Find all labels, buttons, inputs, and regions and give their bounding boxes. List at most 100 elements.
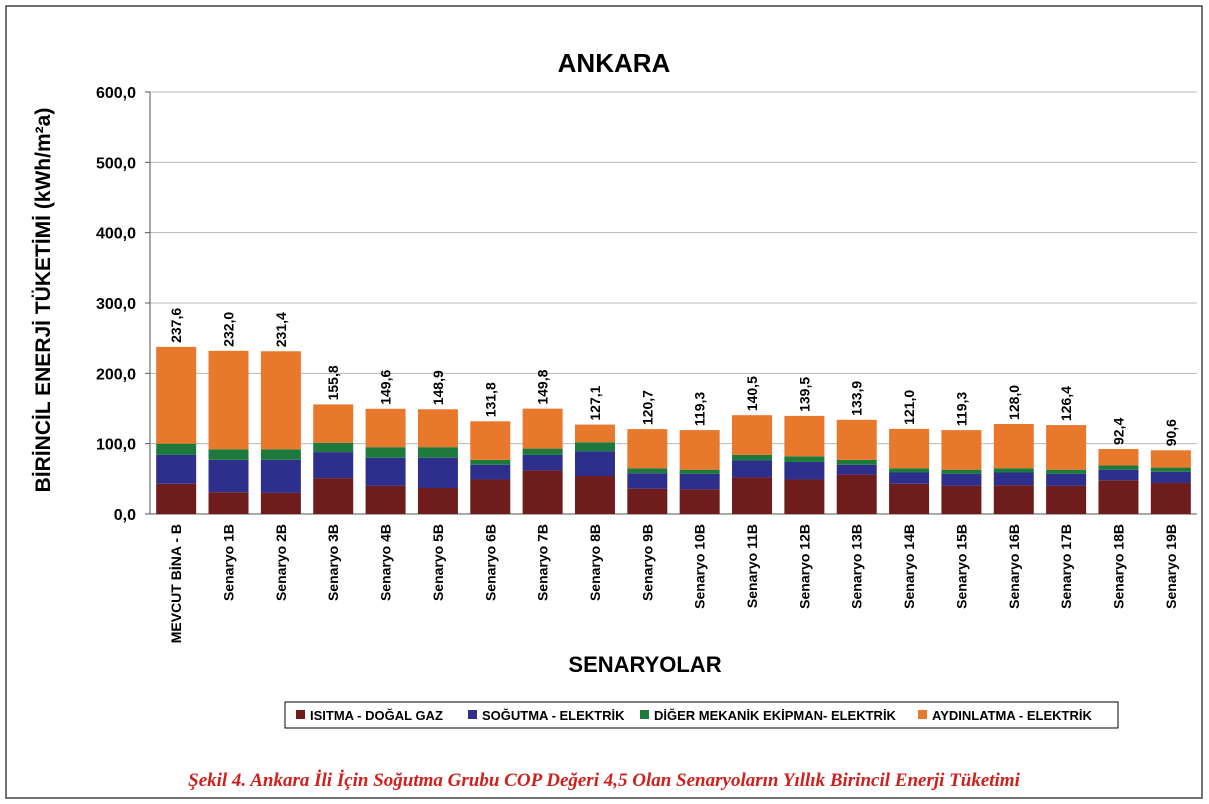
total-label: 90,6 <box>1163 419 1179 446</box>
bar-segment <box>156 346 197 444</box>
bar-segment <box>470 464 511 480</box>
x-tick-label: Senaryo 5B <box>430 524 446 601</box>
bar-segment <box>732 415 773 455</box>
y-tick-label: 600,0 <box>96 85 136 102</box>
x-tick-label: Senaryo 4B <box>378 524 394 601</box>
bar-segment <box>470 459 511 465</box>
bar-segment <box>993 468 1034 473</box>
total-label: 232,0 <box>221 312 237 347</box>
bar-segment <box>260 351 301 450</box>
bar-segment <box>784 461 825 480</box>
bar-segment <box>889 468 930 473</box>
total-label: 128,0 <box>1006 385 1022 420</box>
total-label: 140,5 <box>744 376 760 411</box>
bar-segment <box>470 421 511 460</box>
total-label: 119,3 <box>953 392 969 426</box>
bar-segment <box>1046 473 1087 486</box>
total-label: 149,6 <box>378 370 394 405</box>
y-tick-label: 100,0 <box>96 437 136 454</box>
bar-segment <box>1150 450 1191 468</box>
x-tick-label: Senaryo 11B <box>744 524 760 608</box>
bar-segment <box>208 350 249 450</box>
bar-segment <box>522 448 563 455</box>
bar-segment <box>156 443 197 455</box>
x-tick-label: Senaryo 6B <box>482 524 498 601</box>
bar-segment <box>732 454 773 461</box>
bar-segment <box>732 460 773 478</box>
total-label: 237,6 <box>168 308 184 343</box>
bar-segment <box>941 485 982 514</box>
bar-segment <box>836 419 877 460</box>
bar-segment <box>836 464 877 475</box>
bar-segment <box>417 447 458 458</box>
y-tick-label: 300,0 <box>96 296 136 313</box>
bar-segment <box>627 468 668 474</box>
x-tick-label: Senaryo 13B <box>849 524 865 609</box>
total-label: 139,5 <box>796 377 812 412</box>
x-tick-label: MEVCUT BİNA - B <box>168 524 184 643</box>
x-tick-label: Senaryo 1B <box>221 524 237 601</box>
bar-segment <box>574 451 615 477</box>
bar-segment <box>941 469 982 474</box>
total-label: 148,9 <box>430 370 446 405</box>
bar-segment <box>574 424 615 443</box>
bar-segment <box>1150 467 1191 472</box>
bar-segment <box>1098 480 1139 514</box>
caption: Şekil 4. Ankara İli İçin Soğutma Grubu C… <box>188 769 1020 791</box>
bar-segment <box>260 492 301 514</box>
chart-title: ANKARA <box>558 48 671 78</box>
bar-segment <box>574 476 615 514</box>
total-label: 127,1 <box>587 385 603 420</box>
bar-segment <box>313 478 354 514</box>
x-tick-label: Senaryo 7B <box>535 524 551 601</box>
bar-segment <box>417 409 458 448</box>
bar-segment <box>365 408 406 448</box>
bar-segment <box>784 479 825 514</box>
legend-swatch <box>640 710 649 719</box>
legend-label: SOĞUTMA - ELEKTRİK <box>482 708 625 723</box>
x-tick-label: Senaryo 19B <box>1163 524 1179 609</box>
bar-segment <box>208 492 249 514</box>
bar-segment <box>1098 449 1139 466</box>
bar-segment <box>208 459 249 493</box>
x-tick-label: Senaryo 12B <box>796 524 812 609</box>
bar-segment <box>156 483 197 514</box>
x-tick-label: Senaryo 15B <box>953 524 969 609</box>
legend-swatch <box>468 710 477 719</box>
legend-label: ISITMA - DOĞAL GAZ <box>310 708 443 723</box>
y-axis-title: BİRİNCİL ENERJİ TÜKETİMİ (kWh/m²a) <box>32 108 55 493</box>
bar-segment <box>784 456 825 462</box>
bar-segment <box>1098 465 1139 470</box>
bar-segment <box>836 474 877 514</box>
bar-segment <box>1046 485 1087 514</box>
bar-segment <box>417 487 458 514</box>
x-tick-label: Senaryo 3B <box>325 524 341 601</box>
bar-segment <box>732 477 773 514</box>
y-tick-label: 400,0 <box>96 226 136 243</box>
bar-segment <box>627 429 668 469</box>
bar-segment <box>627 488 668 514</box>
x-tick-label: Senaryo 8B <box>587 524 603 601</box>
total-label: 126,4 <box>1058 386 1074 421</box>
x-tick-label: Senaryo 18B <box>1110 524 1126 609</box>
bar-segment <box>1098 469 1139 481</box>
legend-label: AYDINLATMA - ELEKTRİK <box>932 708 1092 723</box>
bar-segment <box>784 415 825 457</box>
bar-segment <box>627 473 668 489</box>
x-axis-title: SENARYOLAR <box>568 652 721 677</box>
bar-segment <box>679 469 720 474</box>
bar-segment <box>365 485 406 514</box>
legend-swatch <box>918 710 927 719</box>
legend-box <box>284 701 1119 729</box>
bar-segment <box>417 457 458 488</box>
bar-segment <box>679 473 720 490</box>
bar-segment <box>313 452 354 479</box>
bar-segment <box>993 472 1034 486</box>
bar-segment <box>522 408 563 449</box>
bar-segment <box>993 423 1034 469</box>
total-label: 121,0 <box>901 390 917 425</box>
bar-segment <box>1150 471 1191 484</box>
bar-segment <box>1046 469 1087 474</box>
x-tick-label: Senaryo 14B <box>901 524 917 609</box>
